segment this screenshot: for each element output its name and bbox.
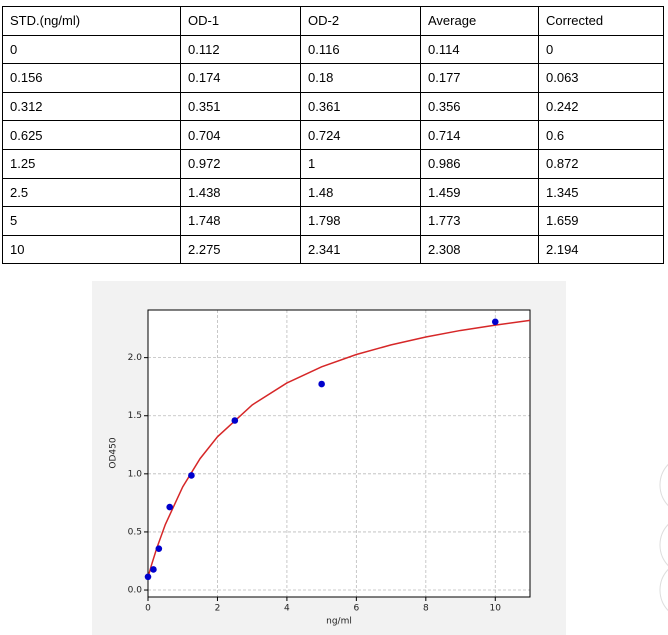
y-tick-label: 0.5 [128,527,142,537]
table-cell: 2.194 [538,234,664,265]
table-row: 0.312 0.351 0.361 0.356 0.242 [2,91,664,122]
table-cell: 0.724 [300,120,421,150]
side-button[interactable] [659,560,668,620]
plot-area [148,310,530,597]
table-cell: Corrected [538,6,664,36]
table-cell: STD.(ng/ml) [2,6,181,36]
table-cell: 0.714 [420,120,539,150]
table-cell: 0.116 [300,34,421,65]
table-cell: 0.156 [2,63,181,93]
plot-frame [147,309,531,598]
y-axis-label: OD450 [109,437,119,468]
table-cell: 2.341 [300,234,421,265]
table-cell: 1.459 [420,177,539,208]
table-row: 2.5 1.438 1.48 1.459 1.345 [2,177,664,208]
table-cell: 10 [2,234,181,265]
y-tick-label: 0.0 [128,586,143,596]
table-row: 0.156 0.174 0.18 0.177 0.063 [2,63,664,93]
table-cell: 0.625 [2,120,181,150]
fit-curve [147,319,531,578]
table-row: 0 0.112 0.116 0.114 0 [2,34,664,65]
table-row: STD.(ng/ml) OD-1 OD-2 Average Corrected [2,6,664,36]
table-cell: OD-1 [180,6,301,36]
data-point [144,573,152,581]
side-button[interactable] [659,515,668,575]
table-cell: 1.659 [538,206,664,236]
x-tick-label: 6 [353,604,359,614]
data-point [231,417,239,424]
side-button[interactable] [659,455,668,515]
data-point [188,472,195,479]
x-tick-label: 4 [284,604,290,614]
data-point [150,566,157,573]
y-tick-label: 2.0 [128,353,143,363]
table-cell: 2.275 [180,234,301,265]
table-cell: 0.112 [180,34,301,65]
x-axis-label: ng/ml [326,617,352,627]
x-tick-label: 10 [490,604,502,614]
data-point [318,380,325,388]
table-row: 5 1.748 1.798 1.773 1.659 [2,206,664,236]
table-cell: 0.356 [420,91,539,122]
data-point [155,545,163,552]
table-cell: 1.798 [300,206,421,236]
data-table: STD.(ng/ml) OD-1 OD-2 Average Corrected 0 0.11… [2,6,664,265]
data-point [491,318,499,326]
x-tick-label: 8 [423,604,429,614]
table-cell: 0.704 [180,120,301,150]
table-cell: Average [420,6,539,36]
table-cell: 5 [2,206,181,236]
y-tick-label: 1.5 [128,411,142,421]
table-cell: 0.351 [180,91,301,122]
table-row: 10 2.275 2.341 2.308 2.194 [2,234,664,265]
data-point [166,503,174,511]
table-cell: 1.748 [180,206,301,236]
table-cell: 1.438 [180,177,301,208]
table-row: 0.625 0.704 0.724 0.714 0.6 [2,120,664,150]
y-tick-label: 1.0 [128,469,143,479]
x-tick-label: 0 [145,604,151,614]
table-cell: 1.48 [300,177,421,208]
table-cell: 1 [300,148,421,179]
table-cell: 2.5 [2,177,181,208]
table-cell: 1.345 [538,177,664,208]
table-cell: 0.986 [420,148,539,179]
x-tick-label: 2 [215,604,221,614]
table-cell: 0.177 [420,63,539,93]
